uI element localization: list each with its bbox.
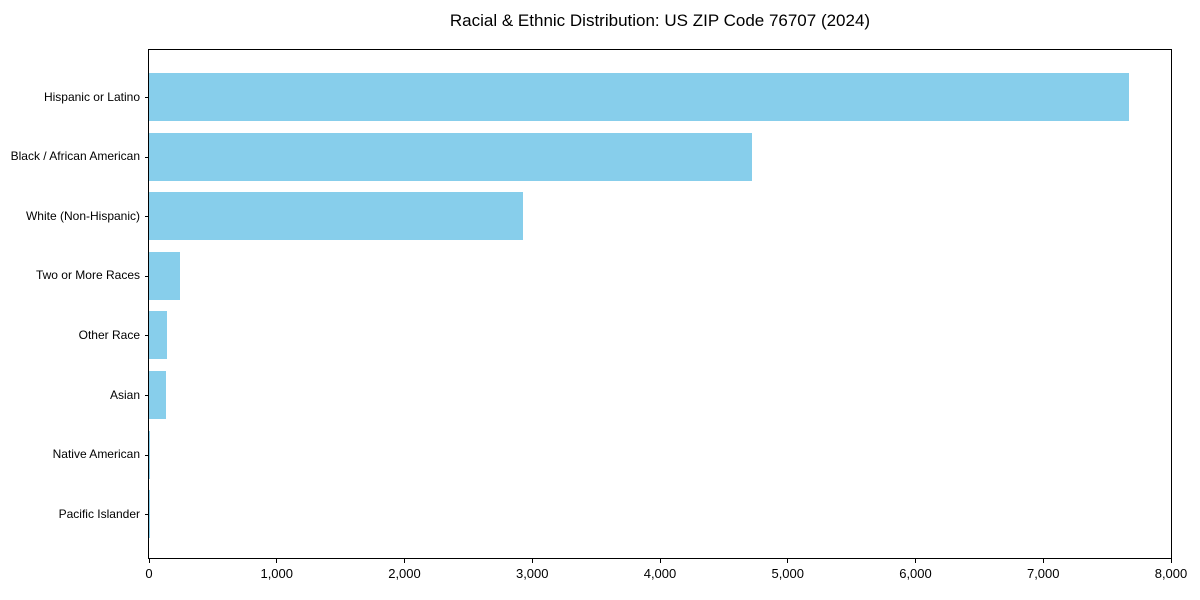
bar [149, 192, 524, 241]
bar [149, 311, 167, 360]
x-tick-mark [915, 559, 916, 563]
x-tick-mark [148, 559, 150, 563]
y-tick-label: Two or More Races [35, 268, 140, 283]
x-tick-mark [404, 559, 405, 563]
x-tick-label: 7,000 [1026, 566, 1060, 581]
bar [149, 132, 752, 181]
x-tick-label: 1,000 [260, 566, 294, 581]
bar [149, 371, 167, 419]
bar [149, 430, 151, 479]
y-tick-label: Pacific Islander [58, 506, 140, 521]
x-tick-label: 4,000 [643, 566, 677, 581]
x-tick-label: 8,000 [1154, 566, 1188, 581]
x-tick-mark [276, 559, 278, 563]
y-tick-mark [145, 216, 149, 218]
y-tick-label: Asian [109, 387, 140, 402]
y-tick-label: White (Non-Hispanic) [25, 208, 140, 223]
x-tick-label: 0 [145, 566, 153, 581]
bar [149, 490, 150, 539]
y-tick-label: Other Race [78, 327, 140, 342]
x-tick-mark [659, 559, 661, 563]
x-tick-mark [531, 559, 533, 563]
bar [149, 251, 180, 300]
x-tick-label: 6,000 [899, 566, 932, 581]
y-tick-label: Hispanic or Latino [43, 89, 140, 104]
x-tick-label: 3,000 [515, 566, 549, 581]
y-tick-mark [145, 335, 149, 337]
y-tick-label: Black / African American [10, 149, 140, 164]
y-tick-mark [145, 514, 149, 516]
x-tick-mark [787, 559, 789, 563]
plot-area [148, 49, 1172, 559]
y-tick-mark [145, 156, 149, 158]
y-tick-mark [145, 454, 149, 456]
x-tick-mark [1170, 559, 1172, 563]
bar [149, 73, 1129, 121]
y-tick-mark [145, 395, 149, 396]
x-tick-mark [1042, 559, 1044, 563]
x-tick-label: 2,000 [388, 566, 421, 581]
y-tick-mark [145, 97, 149, 98]
chart-title: Racial & Ethnic Distribution: US ZIP Cod… [449, 11, 871, 30]
x-tick-label: 5,000 [771, 566, 805, 581]
y-tick-label: Native American [52, 447, 140, 462]
y-tick-mark [145, 275, 149, 277]
